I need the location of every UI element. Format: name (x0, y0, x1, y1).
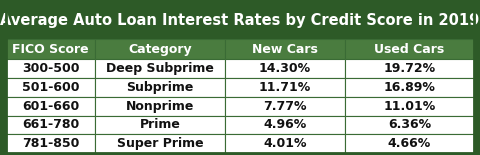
Bar (96, 97, 225, 116)
Text: 4.96%: 4.96% (263, 118, 306, 131)
Bar (96, 78, 225, 97)
Bar (345, 116, 474, 134)
Text: 661-780: 661-780 (22, 118, 79, 131)
Text: 601-660: 601-660 (22, 100, 79, 113)
Text: 11.71%: 11.71% (259, 81, 311, 94)
Bar (6, 39, 96, 59)
Text: 4.66%: 4.66% (388, 137, 431, 150)
Text: Prime: Prime (140, 118, 180, 131)
Text: New Cars: New Cars (252, 43, 318, 56)
Bar (225, 59, 345, 78)
Text: Deep Subprime: Deep Subprime (107, 62, 214, 75)
Text: 501-600: 501-600 (22, 81, 79, 94)
Bar (6, 78, 96, 97)
Text: 781-850: 781-850 (22, 137, 79, 150)
Text: Category: Category (129, 43, 192, 56)
Text: FICO Score: FICO Score (12, 43, 89, 56)
Bar (225, 97, 345, 116)
Bar (6, 134, 96, 153)
Text: 4.01%: 4.01% (263, 137, 307, 150)
Bar (225, 78, 345, 97)
Text: 7.77%: 7.77% (263, 100, 307, 113)
Bar (345, 97, 474, 116)
Text: Used Cars: Used Cars (374, 43, 444, 56)
Bar (345, 78, 474, 97)
Bar (6, 2, 474, 39)
Text: 16.89%: 16.89% (384, 81, 435, 94)
Bar (96, 39, 225, 59)
Bar (96, 59, 225, 78)
Bar (345, 59, 474, 78)
Bar (225, 134, 345, 153)
Bar (6, 116, 96, 134)
Text: Super Prime: Super Prime (117, 137, 204, 150)
Text: 14.30%: 14.30% (259, 62, 311, 75)
Text: Average Auto Loan Interest Rates by Credit Score in 2019: Average Auto Loan Interest Rates by Cred… (0, 13, 480, 28)
Text: 11.01%: 11.01% (384, 100, 435, 113)
Bar (96, 116, 225, 134)
Text: Nonprime: Nonprime (126, 100, 194, 113)
Bar (6, 97, 96, 116)
Bar (96, 134, 225, 153)
Text: Subprime: Subprime (127, 81, 194, 94)
Text: 19.72%: 19.72% (384, 62, 435, 75)
Bar (345, 39, 474, 59)
Bar (6, 59, 96, 78)
Text: 300-500: 300-500 (22, 62, 79, 75)
Bar (225, 39, 345, 59)
Bar (225, 116, 345, 134)
Bar (345, 134, 474, 153)
Text: 6.36%: 6.36% (388, 118, 431, 131)
